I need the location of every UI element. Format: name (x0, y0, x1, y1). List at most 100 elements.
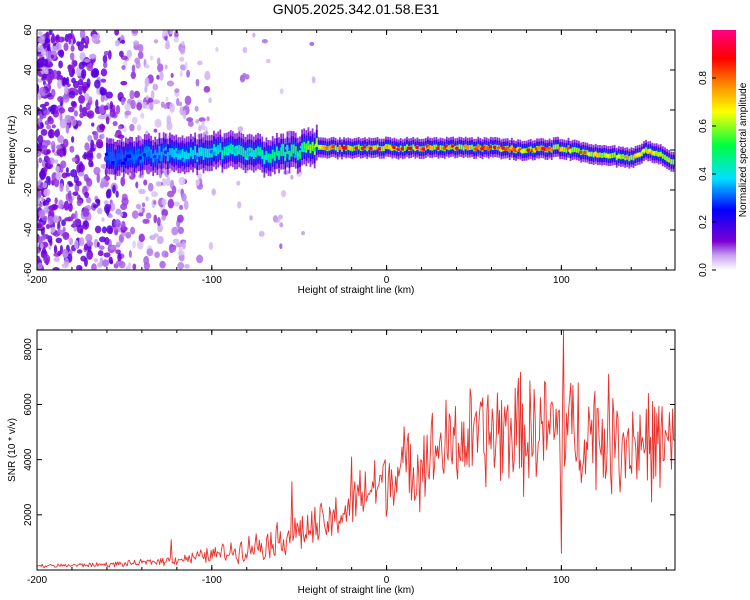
heatmap-cell (140, 112, 145, 120)
heatmap-cell (311, 76, 316, 84)
heatmap-cell (237, 201, 242, 209)
heatmap-cell (37, 134, 44, 144)
heatmap-cell (196, 254, 204, 264)
heatmap-cell (89, 54, 96, 59)
heatmap-cell (61, 219, 66, 227)
heatmap-cell (79, 104, 83, 113)
heatmap-cell (255, 148, 257, 158)
heatmap-cell (86, 152, 94, 161)
heatmap-cell (117, 159, 122, 164)
spectrogram-marks (37, 30, 675, 270)
heatmap-cell (446, 146, 452, 150)
heatmap-cell (98, 245, 105, 250)
heatmap-cell (49, 128, 53, 139)
heatmap-cell (429, 146, 435, 150)
heatmap-cell (94, 79, 101, 89)
heatmap-cell (135, 181, 139, 189)
heatmap-cell (392, 145, 397, 149)
heatmap-cell (85, 177, 91, 183)
heatmap-cell (178, 101, 183, 107)
heatmap-cell (137, 51, 144, 60)
heatmap-cell (183, 151, 186, 161)
heatmap-cell (348, 146, 353, 150)
heatmap-cell (124, 110, 132, 116)
heatmap-cell (263, 155, 266, 165)
heatmap-cell (334, 145, 337, 151)
heatmap-cell (46, 43, 51, 52)
heatmap-cell (120, 80, 128, 86)
heatmap-cell (142, 202, 146, 208)
y-tick-label: 6000 (23, 393, 34, 416)
heatmap-cell (624, 155, 627, 161)
heatmap-cell (571, 147, 574, 153)
heatmap-cell (211, 151, 217, 156)
heatmap-cell (39, 34, 46, 45)
heatmap-cell (63, 200, 70, 211)
heatmap-cell (69, 52, 75, 61)
heatmap-cell (57, 135, 65, 144)
heatmap-cell (265, 150, 268, 160)
heatmap-cell (127, 154, 133, 158)
heatmap-cell (190, 147, 192, 157)
heatmap-cell (582, 150, 588, 155)
spectrogram-x-ticks: -200 -100 0 100 (27, 30, 667, 286)
heatmap-cell (120, 176, 126, 187)
heatmap-cell (132, 240, 136, 249)
heatmap-cell (53, 216, 58, 224)
heatmap-cell (554, 144, 557, 150)
heatmap-cell (595, 153, 600, 158)
heatmap-cell (194, 156, 200, 160)
heatmap-cell (93, 130, 99, 141)
heatmap-cell (186, 117, 194, 122)
heatmap-cell (182, 158, 187, 163)
heatmap-cell (128, 250, 132, 258)
heatmap-cell (50, 226, 56, 233)
heatmap-cell (294, 146, 297, 156)
heatmap-cell (186, 149, 191, 153)
heatmap-cell (99, 124, 106, 131)
heatmap-cell (134, 155, 139, 160)
heatmap-cell (48, 205, 55, 212)
heatmap-cell (83, 44, 89, 49)
heatmap-cell (37, 223, 42, 229)
heatmap-cell (156, 152, 159, 162)
x-tick-label: -100 (202, 575, 222, 586)
heatmap-cell (91, 263, 97, 270)
heatmap-cell (142, 101, 147, 109)
heatmap-cell (197, 172, 202, 180)
heatmap-cell (415, 145, 420, 150)
heatmap-cell (43, 110, 50, 116)
heatmap-cell (176, 97, 180, 107)
heatmap-cell (90, 161, 94, 167)
heatmap-cell (568, 149, 573, 153)
heatmap-cell (101, 217, 105, 222)
heatmap-cell (172, 238, 180, 244)
heatmap-cell (601, 152, 603, 158)
heatmap-cell (202, 150, 205, 160)
snr-series-line (37, 330, 675, 569)
y-tick-label: -60 (23, 262, 34, 277)
heatmap-cell (205, 130, 209, 135)
heatmap-cell (104, 152, 110, 157)
heatmap-cell (492, 145, 498, 150)
heatmap-cell (129, 226, 136, 235)
heatmap-cell (112, 184, 116, 194)
heatmap-cell (165, 39, 170, 50)
heatmap-cell (661, 153, 664, 159)
heatmap-cell (86, 249, 94, 260)
heatmap-cell (163, 150, 168, 155)
heatmap-cell (153, 233, 159, 238)
x-tick-label: -100 (202, 275, 222, 286)
heatmap-cell (80, 37, 86, 44)
heatmap-cell (100, 78, 107, 83)
heatmap-cell (439, 145, 442, 151)
heatmap-cell (160, 101, 165, 108)
heatmap-cell (55, 165, 61, 173)
heatmap-cell (640, 151, 643, 157)
heatmap-cell (51, 124, 56, 129)
heatmap-cell (173, 201, 180, 207)
heatmap-cell (131, 150, 134, 160)
heatmap-cell (83, 257, 88, 267)
heatmap-cell (637, 152, 642, 157)
heatmap-cell (203, 85, 211, 93)
